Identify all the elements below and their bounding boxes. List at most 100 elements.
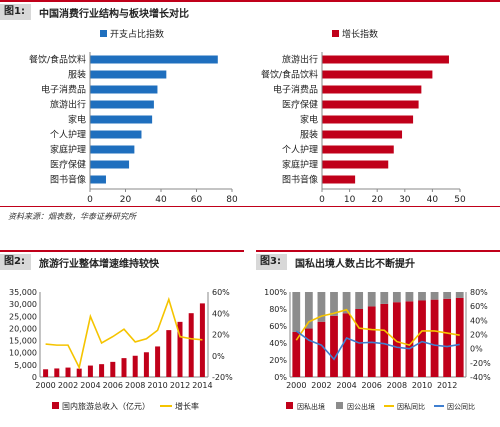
category-label: 电子消费品 xyxy=(273,84,318,96)
legend-label: 增长率 xyxy=(175,401,199,411)
bar xyxy=(322,175,356,184)
category-label: 医疗保健 xyxy=(50,159,86,171)
category-label: 家庭护理 xyxy=(50,144,86,156)
x-tick-label: 2012 xyxy=(437,381,457,390)
bar-private xyxy=(443,298,452,377)
y-right-tick-label: 0% xyxy=(212,352,225,361)
bar xyxy=(90,85,158,94)
category-label: 医疗保健 xyxy=(282,99,318,111)
bar-private xyxy=(430,299,439,377)
bar-private xyxy=(418,300,426,377)
bar-public xyxy=(380,292,389,304)
x-tick-label: 2008 xyxy=(387,381,407,390)
bar xyxy=(199,303,205,377)
bar-private xyxy=(317,321,326,377)
x-tick-label: 40 xyxy=(155,195,167,202)
source-note: 资料来源：烟表数，华泰证券研究所 xyxy=(8,212,136,221)
x-tick-label: 2006 xyxy=(103,381,123,390)
bar xyxy=(322,145,394,154)
bar xyxy=(90,70,167,79)
legend-label: 因公同比 xyxy=(447,402,475,411)
bar xyxy=(99,364,105,377)
bar xyxy=(110,361,116,377)
y-left-tick-label: 80% xyxy=(269,305,287,314)
fig3-number: 图3: xyxy=(256,254,287,270)
fig1-number: 图1: xyxy=(0,4,31,20)
bar xyxy=(65,367,71,377)
bar xyxy=(90,175,106,184)
line-series-private-yoy xyxy=(295,308,460,347)
category-label: 旅游出行 xyxy=(50,99,86,111)
y-left-tick-label: 10,000 xyxy=(9,349,37,358)
bar-private xyxy=(380,303,389,377)
category-label: 旅游出行 xyxy=(282,54,318,66)
x-tick-label: 30 xyxy=(399,195,411,202)
bar xyxy=(322,70,433,79)
fig1-bottom-rule xyxy=(0,206,500,207)
bar-private xyxy=(455,297,464,377)
x-tick-label: 2000 xyxy=(286,381,306,390)
x-tick-label: 0 xyxy=(319,195,325,202)
y-right-tick-label: 80% xyxy=(470,288,488,297)
category-label: 餐饮/食品饮料 xyxy=(29,54,86,66)
chart-outbound-share: 0% 20% 40% 60% 80% 100% -40% -20% 0% 20% 40% 60% 80%… xyxy=(264,288,491,411)
category-label: 服装 xyxy=(300,129,318,141)
category-label: 个人护理 xyxy=(50,129,86,141)
legend-label: 因公出境 xyxy=(347,402,375,411)
y-right-tick-label: -40% xyxy=(470,373,491,382)
bar-public xyxy=(292,292,301,332)
legend-swatch xyxy=(332,30,339,37)
category-label: 服装 xyxy=(68,69,86,81)
bar-private xyxy=(405,301,414,377)
bar xyxy=(90,100,154,109)
bar-public xyxy=(392,292,401,303)
x-tick-label: 2012 xyxy=(170,381,190,390)
fig1-top-rule xyxy=(0,0,500,2)
bar xyxy=(143,352,149,377)
category-label: 餐饮/食品饮料 xyxy=(261,69,318,81)
bar xyxy=(121,358,127,377)
chart-tourism-revenue: 0 5,000 10,000 15,000 20,000 25,000 30,000 35,0… xyxy=(9,288,233,411)
y-left-tick-label: 5,000 xyxy=(14,361,37,370)
bar xyxy=(90,160,130,169)
y-left-tick-label: 100% xyxy=(264,288,287,297)
fig2-number: 图2: xyxy=(0,254,31,270)
y-right-tick-label: 60% xyxy=(212,288,230,297)
legend-label: 增长指数 xyxy=(342,28,378,40)
y-left-tick-label: 15,000 xyxy=(9,337,37,346)
legend-swatch xyxy=(286,402,293,409)
bar xyxy=(322,55,449,64)
y-left-tick-label: 40% xyxy=(269,339,287,348)
bar-public xyxy=(418,292,426,301)
y-right-tick-label: 40% xyxy=(470,316,488,325)
y-left-tick-label: 25,000 xyxy=(9,312,37,321)
bar xyxy=(177,321,183,377)
fig3-top-rule xyxy=(256,250,500,252)
fig2-top-rule xyxy=(0,250,244,252)
fig1-header: 图1: 中国消费行业结构与板块增长对比 xyxy=(0,4,189,20)
bar xyxy=(90,55,218,64)
bar-public xyxy=(304,292,313,329)
y-left-tick-label: 0 xyxy=(32,373,37,382)
legend-label: 因私出境 xyxy=(297,402,325,411)
x-tick-label: 0 xyxy=(87,195,93,202)
y-left-tick-label: 60% xyxy=(269,322,287,331)
bar xyxy=(322,115,414,124)
bar xyxy=(322,160,389,169)
y-left-tick-label: 20% xyxy=(269,356,287,365)
legend-label: 因私同比 xyxy=(397,402,425,411)
fig3-header: 图3: 国私出境人数占比不断提升 xyxy=(256,254,415,270)
x-tick-label: 2002 xyxy=(311,381,331,390)
x-tick-label: 40 xyxy=(427,195,439,202)
y-right-tick-label: 60% xyxy=(470,302,488,311)
x-tick-label: 2014 xyxy=(192,381,212,390)
bar xyxy=(76,368,82,377)
y-left-tick-label: 30,000 xyxy=(9,300,37,309)
y-right-tick-label: 20% xyxy=(470,331,488,340)
bar xyxy=(322,130,403,139)
y-right-tick-label: 0% xyxy=(470,345,483,354)
y-right-tick-label: -20% xyxy=(470,359,491,368)
bar-public xyxy=(330,292,338,316)
legend-swatch xyxy=(52,402,59,409)
category-label: 电子消费品 xyxy=(41,84,86,96)
